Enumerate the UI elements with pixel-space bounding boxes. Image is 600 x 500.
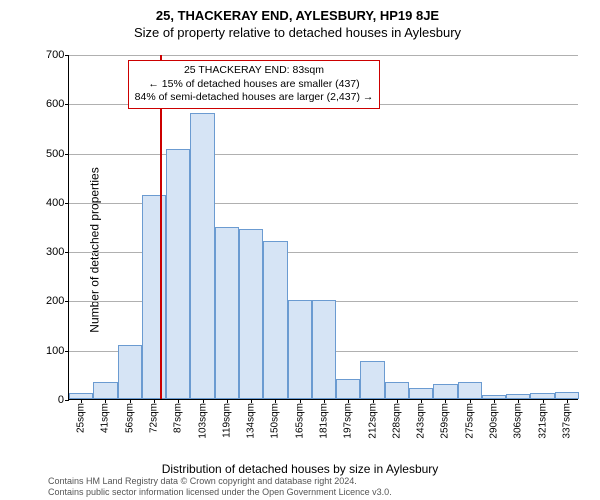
gridline — [69, 55, 578, 56]
footer-line2: Contains public sector information licen… — [48, 487, 392, 498]
page-title-line2: Size of property relative to detached ho… — [5, 25, 590, 40]
annot-line1: 25 THACKERAY END: 83sqm — [135, 64, 374, 78]
histogram-bar — [458, 382, 482, 399]
xtick-label: 228sqm — [391, 403, 402, 439]
xtick-label: 290sqm — [489, 403, 500, 439]
xtick-label: 165sqm — [294, 403, 305, 439]
histogram-bar — [190, 113, 214, 399]
ytick-label: 200 — [46, 295, 64, 307]
histogram-bar — [118, 345, 142, 399]
xtick-label: 134sqm — [246, 403, 257, 439]
annot-line2: ← 15% of detached houses are smaller (43… — [135, 78, 374, 92]
xtick-label: 275sqm — [464, 403, 475, 439]
histogram-bar — [506, 394, 530, 399]
page-title-line1: 25, THACKERAY END, AYLESBURY, HP19 8JE — [5, 8, 590, 23]
ytick-mark — [65, 400, 69, 401]
ytick-label: 700 — [46, 49, 64, 61]
gridline — [69, 154, 578, 155]
histogram-bar — [215, 227, 239, 400]
xtick-label: 337sqm — [561, 403, 572, 439]
ytick-label: 300 — [46, 246, 64, 258]
histogram-plot: 25 THACKERAY END: 83sqm ← 15% of detache… — [68, 55, 578, 400]
xtick-label: 41sqm — [100, 403, 111, 433]
histogram-bar — [409, 388, 433, 399]
xtick-label: 259sqm — [440, 403, 451, 439]
ytick-label: 400 — [46, 197, 64, 209]
ytick-label: 600 — [46, 98, 64, 110]
histogram-bar — [385, 382, 409, 399]
xtick-label: 56sqm — [124, 403, 135, 433]
annotation-box: 25 THACKERAY END: 83sqm ← 15% of detache… — [128, 60, 381, 109]
xtick-label: 25sqm — [76, 403, 87, 433]
histogram-bar — [530, 393, 554, 399]
histogram-bar — [433, 384, 457, 399]
xtick-label: 197sqm — [343, 403, 354, 439]
xtick-label: 87sqm — [173, 403, 184, 433]
ytick-label: 0 — [46, 394, 64, 406]
xtick-label: 212sqm — [367, 403, 378, 439]
xtick-label: 72sqm — [149, 403, 160, 433]
histogram-bar — [482, 395, 506, 399]
annot-line3: 84% of semi-detached houses are larger (… — [135, 91, 374, 105]
xtick-label: 181sqm — [319, 403, 330, 439]
histogram-bar — [288, 300, 312, 399]
histogram-bar — [69, 393, 93, 399]
xtick-label: 119sqm — [221, 403, 232, 438]
histogram-bar — [239, 229, 263, 399]
histogram-bar — [336, 379, 360, 399]
footer-line1: Contains HM Land Registry data © Crown c… — [48, 476, 392, 487]
histogram-bar — [360, 361, 384, 399]
footer-attribution: Contains HM Land Registry data © Crown c… — [48, 476, 392, 499]
xtick-label: 306sqm — [513, 403, 524, 439]
xtick-label: 243sqm — [416, 403, 427, 439]
ytick-label: 100 — [46, 345, 64, 357]
x-axis-label: Distribution of detached houses by size … — [0, 462, 600, 476]
histogram-bar — [263, 241, 287, 399]
xtick-label: 150sqm — [270, 403, 281, 439]
histogram-bar — [312, 300, 336, 399]
histogram-bar — [142, 195, 166, 399]
histogram-bar — [166, 149, 190, 399]
histogram-bar — [93, 382, 117, 399]
ytick-label: 500 — [46, 148, 64, 160]
xtick-label: 103sqm — [197, 403, 208, 439]
histogram-bar — [555, 392, 579, 399]
xtick-label: 321sqm — [537, 403, 548, 439]
